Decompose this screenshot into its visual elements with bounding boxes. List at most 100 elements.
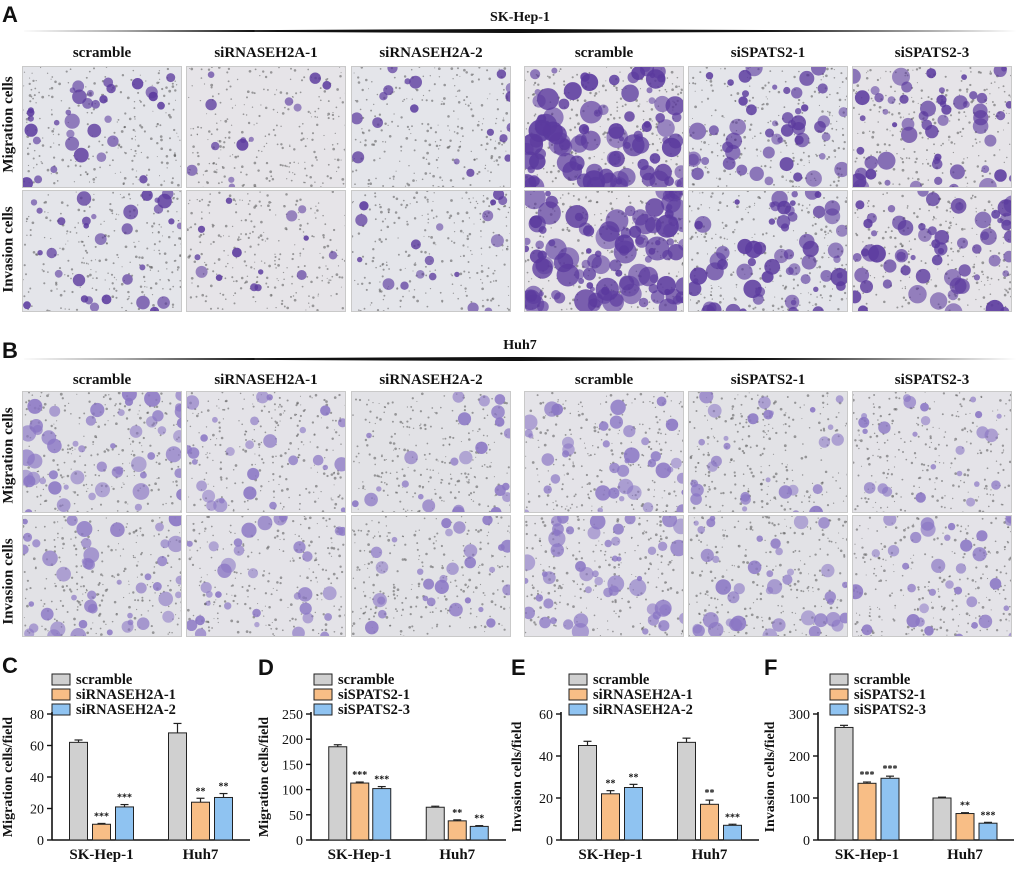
y-tick-label: 100 bbox=[789, 792, 810, 807]
significance-label: *** bbox=[981, 810, 996, 821]
column-title: scramble bbox=[22, 372, 182, 389]
bar bbox=[373, 789, 391, 840]
legend-label: siRNASEH2A-2 bbox=[76, 702, 176, 718]
significance-label: ** bbox=[960, 801, 970, 812]
x-tick-label: Huh7 bbox=[183, 847, 219, 863]
chart-c-svg: scramblesiRNASEH2A-1siRNASEH2A-2Migratio… bbox=[0, 660, 256, 864]
y-tick-label: 20 bbox=[539, 792, 553, 807]
micrograph bbox=[351, 515, 511, 637]
x-tick-label: Huh7 bbox=[439, 847, 475, 863]
micrograph bbox=[524, 66, 684, 188]
row-label-b-invasion: Invasion cells bbox=[1, 517, 18, 647]
legend-label: siRNASEH2A-2 bbox=[593, 702, 693, 718]
significance-label: ** bbox=[219, 782, 229, 793]
legend-swatch bbox=[52, 689, 70, 700]
micrograph bbox=[22, 66, 182, 188]
significance-label: ** bbox=[629, 772, 639, 783]
legend-swatch bbox=[314, 689, 332, 700]
bar bbox=[192, 802, 210, 840]
legend-label: siRNASEH2A-1 bbox=[593, 687, 693, 703]
y-tick-label: 50 bbox=[289, 809, 303, 824]
bar bbox=[933, 798, 951, 840]
column-title: siSPATS2-3 bbox=[852, 45, 1012, 62]
micrograph bbox=[186, 66, 346, 188]
y-axis-label: Migration cells/field bbox=[257, 717, 272, 837]
x-tick-label: Huh7 bbox=[692, 847, 728, 863]
y-tick-label: 300 bbox=[789, 708, 810, 723]
micrograph bbox=[688, 66, 848, 188]
micrograph bbox=[22, 190, 182, 312]
column-title: scramble bbox=[22, 45, 182, 62]
legend-label: scramble bbox=[338, 672, 395, 688]
micrograph bbox=[688, 515, 848, 637]
y-tick-label: 250 bbox=[282, 708, 303, 723]
bar bbox=[351, 783, 369, 840]
y-tick-label: 0 bbox=[37, 834, 44, 849]
row-label-a-invasion: Invasion cells bbox=[1, 185, 18, 315]
micrograph bbox=[688, 391, 848, 513]
legend-label: siSPATS2-1 bbox=[854, 687, 926, 703]
micrograph bbox=[524, 515, 684, 637]
legend-label: scramble bbox=[854, 672, 911, 688]
micrograph bbox=[524, 391, 684, 513]
x-tick-label: SK-Hep-1 bbox=[578, 847, 642, 863]
legend-swatch bbox=[569, 689, 587, 700]
significance-label: *** bbox=[860, 770, 875, 781]
legend-label: scramble bbox=[76, 672, 133, 688]
legend-label: siSPATS2-3 bbox=[338, 702, 410, 718]
micrograph bbox=[186, 515, 346, 637]
micrograph bbox=[852, 190, 1012, 312]
significance-label: ** bbox=[705, 788, 715, 799]
micrograph bbox=[351, 66, 511, 188]
micrograph bbox=[22, 391, 182, 513]
x-tick-label: SK-Hep-1 bbox=[69, 847, 133, 863]
x-tick-label: SK-Hep-1 bbox=[835, 847, 899, 863]
y-axis-label: Invasion cells/field bbox=[510, 721, 525, 832]
y-tick-label: 40 bbox=[30, 771, 44, 786]
row-label-b-migration: Migration cells bbox=[1, 391, 18, 521]
y-tick-label: 60 bbox=[30, 740, 44, 755]
legend-label: siSPATS2-3 bbox=[854, 702, 926, 718]
legend-label: scramble bbox=[593, 672, 650, 688]
y-tick-label: 150 bbox=[282, 758, 303, 773]
y-tick-label: 200 bbox=[789, 750, 810, 765]
micrograph bbox=[688, 190, 848, 312]
significance-label: *** bbox=[94, 811, 109, 822]
bar bbox=[956, 814, 974, 840]
bar bbox=[426, 807, 444, 840]
micrograph bbox=[22, 515, 182, 637]
column-title: siRNASEH2A-1 bbox=[186, 45, 346, 62]
micrograph bbox=[351, 391, 511, 513]
significance-label: *** bbox=[374, 775, 389, 786]
column-title: siRNASEH2A-2 bbox=[351, 45, 511, 62]
y-tick-label: 20 bbox=[30, 803, 44, 818]
micrograph bbox=[852, 515, 1012, 637]
bar bbox=[215, 797, 233, 840]
bar bbox=[169, 733, 187, 840]
legend-swatch bbox=[569, 704, 587, 715]
bar bbox=[93, 824, 111, 840]
y-axis-label: Invasion cells/field bbox=[763, 721, 778, 832]
legend-swatch bbox=[830, 689, 848, 700]
micrograph bbox=[186, 391, 346, 513]
legend-swatch bbox=[569, 674, 587, 685]
bar bbox=[448, 821, 466, 840]
legend-swatch bbox=[52, 704, 70, 715]
micrograph bbox=[186, 190, 346, 312]
column-title: siRNASEH2A-1 bbox=[186, 372, 346, 389]
micrograph bbox=[524, 190, 684, 312]
legend-swatch bbox=[830, 704, 848, 715]
legend-swatch bbox=[314, 704, 332, 715]
cell-line-title-a: SK-Hep-1 bbox=[20, 10, 1020, 26]
y-tick-label: 0 bbox=[296, 834, 303, 849]
y-tick-label: 60 bbox=[539, 708, 553, 723]
significance-label: *** bbox=[352, 770, 367, 781]
micrograph bbox=[852, 391, 1012, 513]
y-tick-label: 0 bbox=[546, 834, 553, 849]
x-tick-label: SK-Hep-1 bbox=[328, 847, 392, 863]
